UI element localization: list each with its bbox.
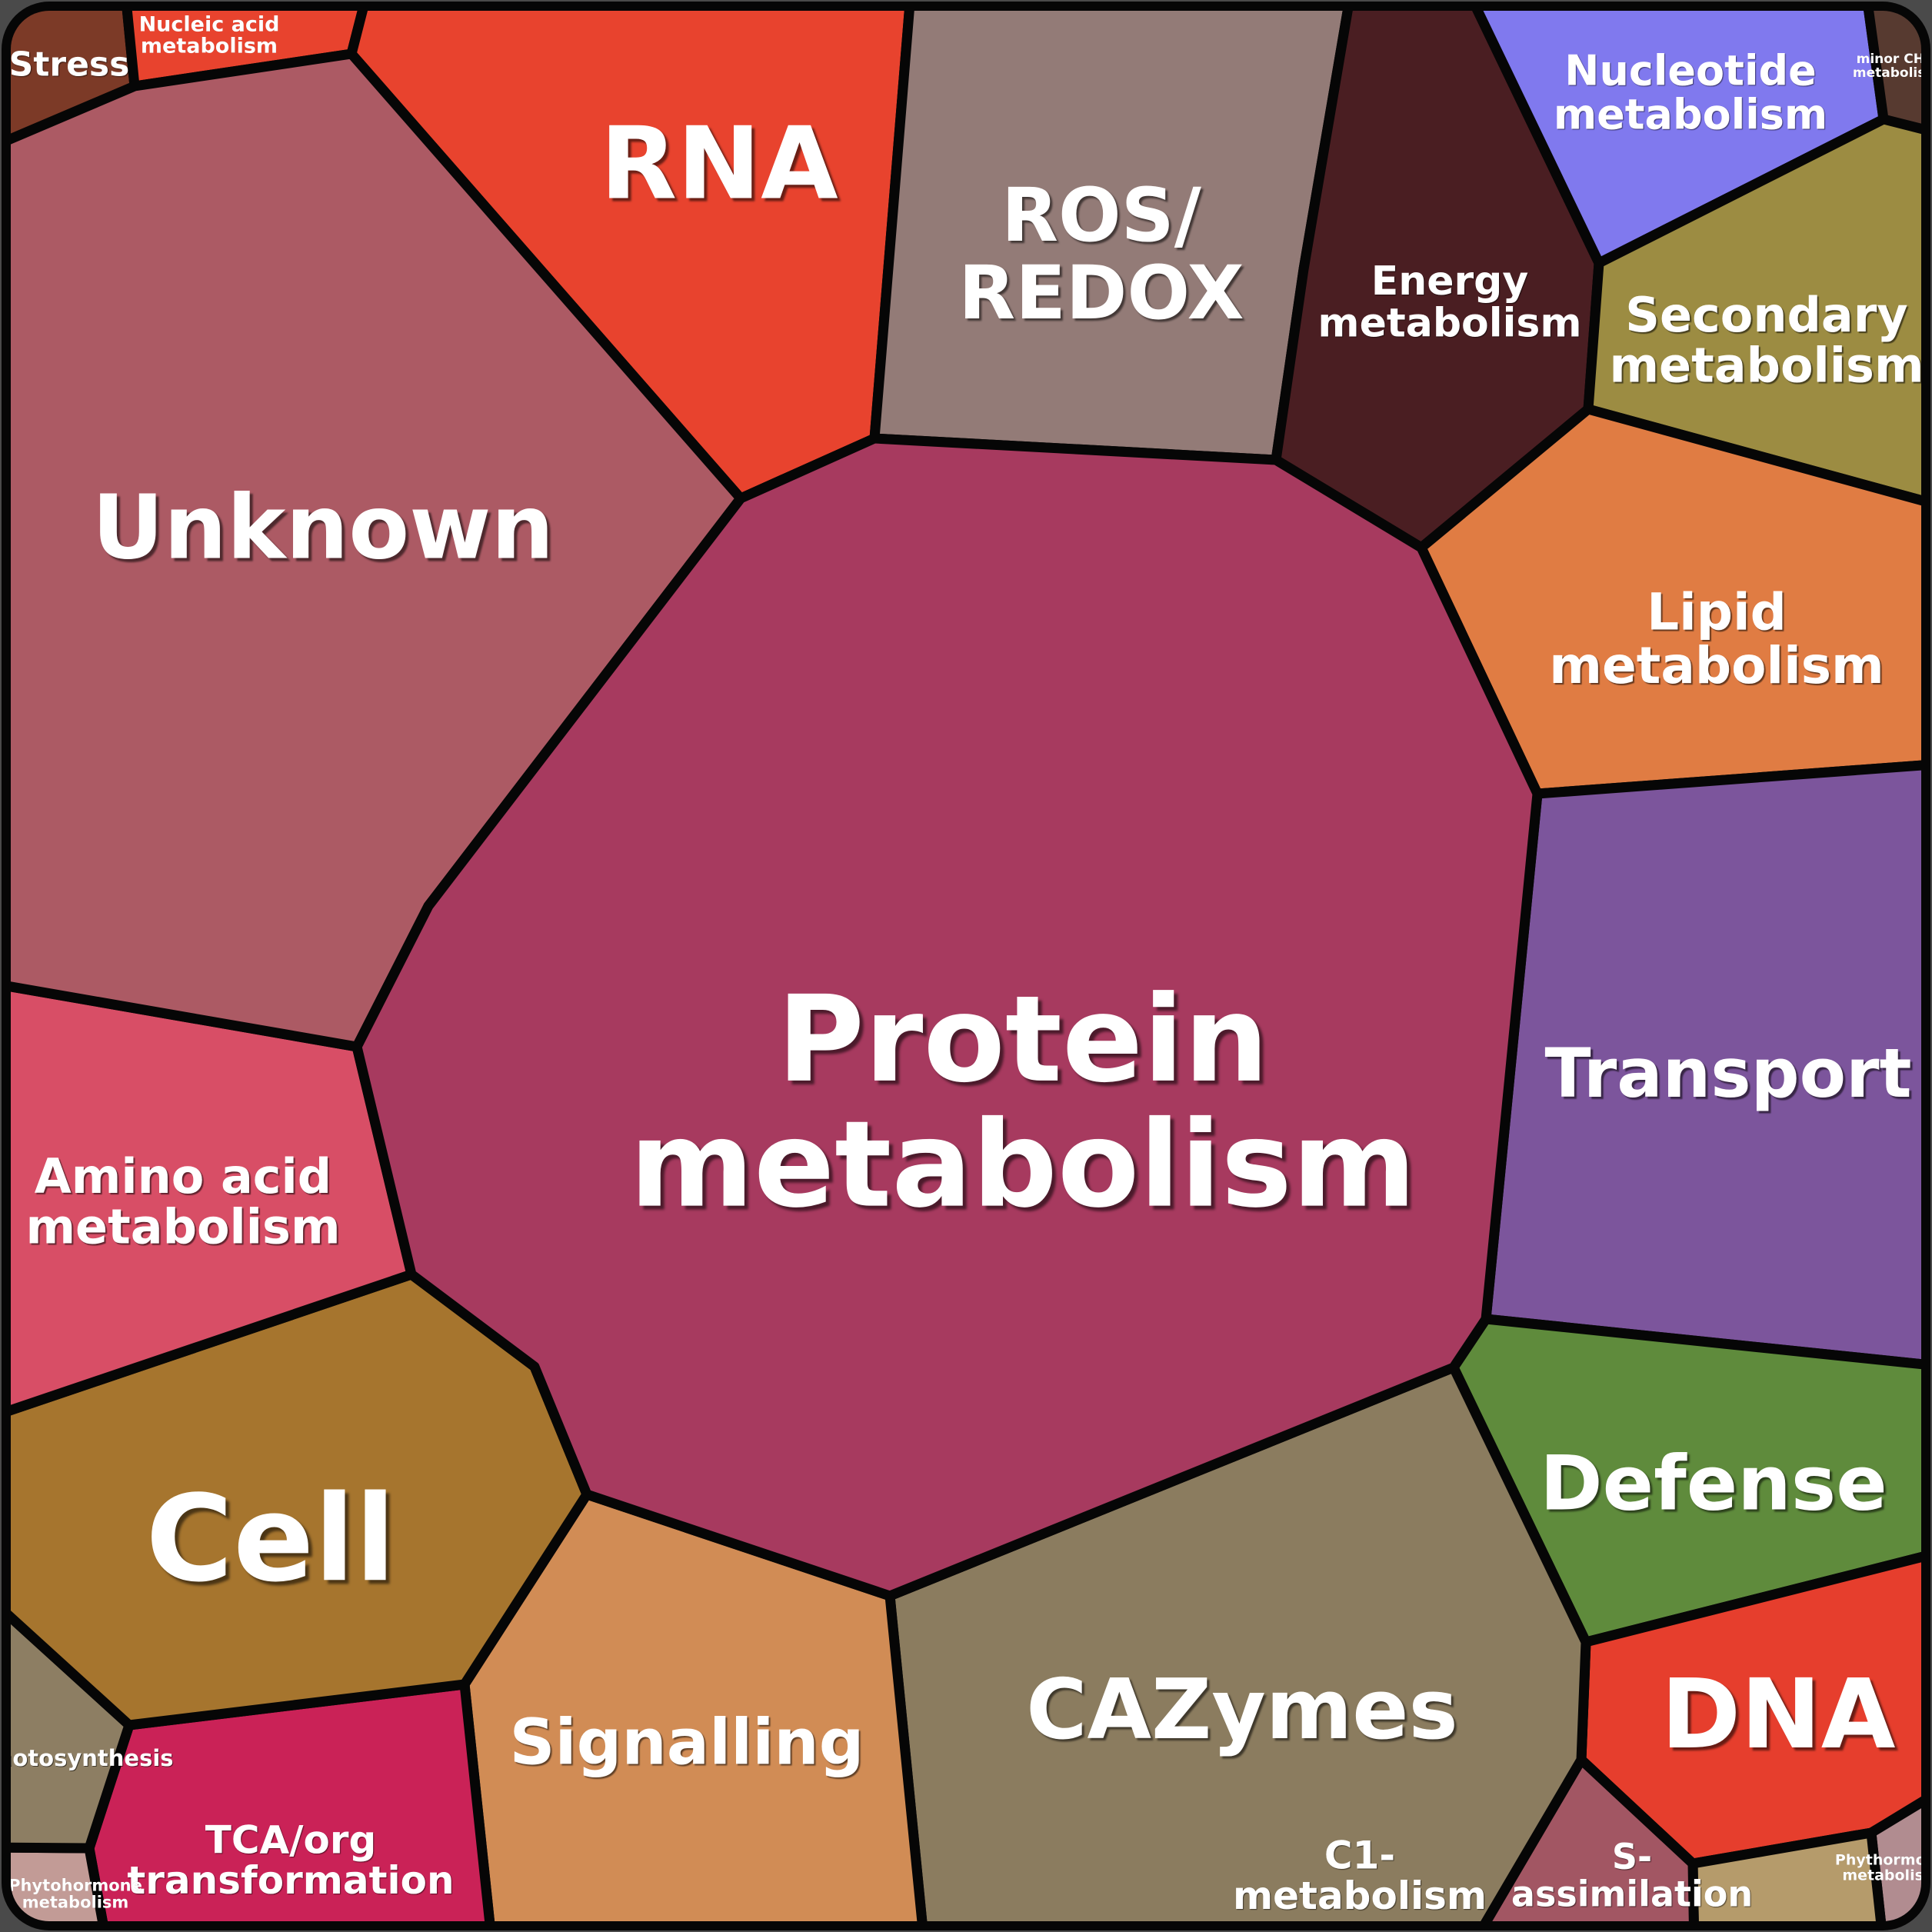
region-protein-metabolism bbox=[351, 433, 1543, 1601]
region-ros-redox bbox=[869, 11, 1357, 465]
region-secondary-metabolism bbox=[1583, 114, 1921, 515]
region-s-assimilation bbox=[1687, 1827, 1890, 1921]
region-transport bbox=[1481, 758, 1921, 1373]
region-minor-cho-metabolism bbox=[1860, 11, 1921, 144]
